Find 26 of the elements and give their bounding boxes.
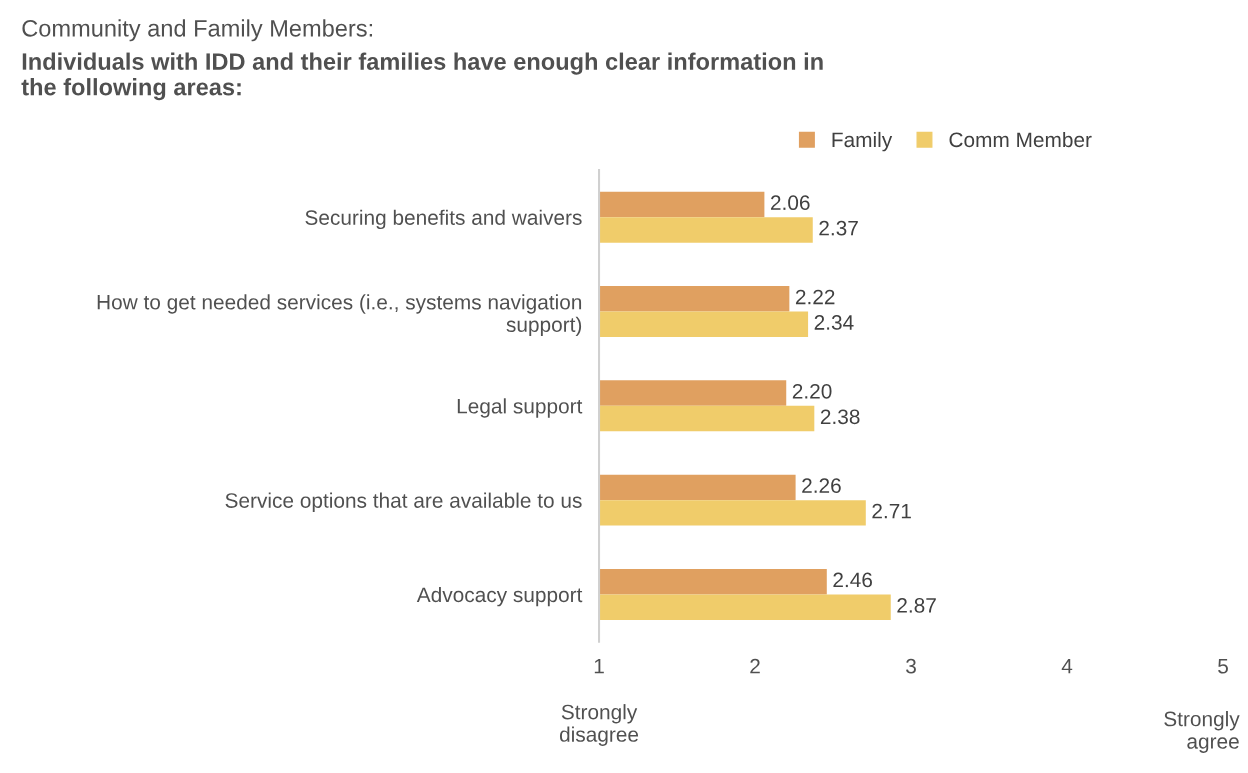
y-tick-label: Service options that are available to us <box>225 492 582 512</box>
data-label: 2.37 <box>819 220 858 236</box>
y-tick-label: Securing benefits and waivers <box>305 209 582 230</box>
data-label: 2.26 <box>802 478 841 493</box>
y-tick-label: How to get needed services (i.e., systems navigation support) <box>97 294 582 337</box>
data-label: 2.20 <box>792 383 832 399</box>
text: Community and Family Members: <box>22 19 373 42</box>
data-label: 2.87 <box>897 598 936 613</box>
x-tick-label: 1 <box>594 659 604 674</box>
legend-label: Comm Member <box>949 131 1092 148</box>
chart-subtitle: Individuals with IDD and their families have enough clear information in the following areas: <box>21 52 823 101</box>
data-label: 2.38 <box>820 409 860 425</box>
x-tick-label: 3 <box>906 658 916 674</box>
x-tick-label: 2 <box>750 658 760 674</box>
text: Strongly agree <box>1164 711 1240 753</box>
x-tick-label: 4 <box>1061 659 1073 674</box>
data-label: 2.06 <box>771 195 810 211</box>
x-tick-label: 5 <box>1218 659 1228 674</box>
data-label: 2.71 <box>872 503 911 519</box>
text: Strongly disagree <box>559 704 639 746</box>
data-label: 2.46 <box>833 572 872 588</box>
data-label: 2.34 <box>814 315 854 330</box>
legend-label: Family <box>832 131 893 152</box>
y-tick-label: Legal support <box>457 398 583 418</box>
data-label: 2.22 <box>795 289 835 305</box>
y-tick-label: Advocacy support <box>416 586 583 607</box>
